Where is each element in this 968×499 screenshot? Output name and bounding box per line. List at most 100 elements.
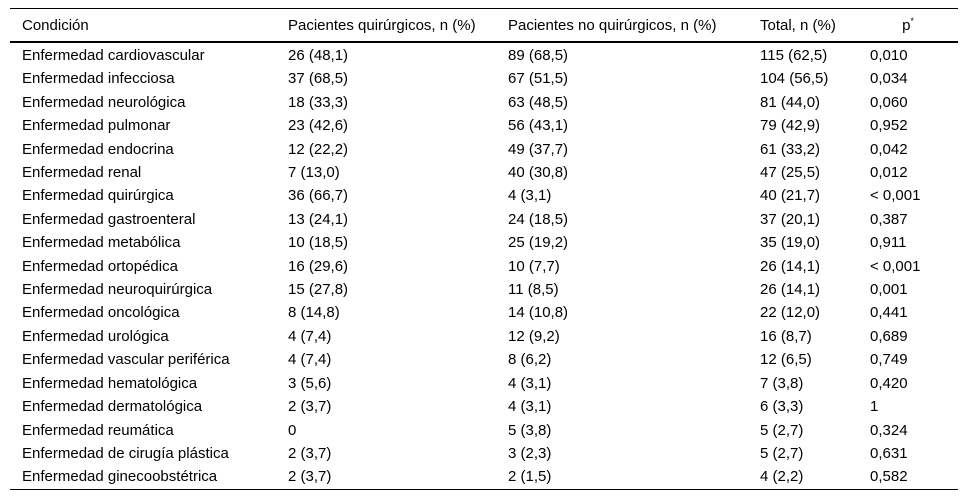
cell-nonsurgical-n: 12 (9,2) [508, 327, 560, 345]
table-row: Enfermedad neurológica 18 (33,3) 63 (48,5)… [10, 91, 958, 114]
cell-surgical-n: 15 (27,8) [288, 281, 349, 299]
cell-surgical-n: 26 (48,1) [288, 47, 349, 64]
cell-total-n: 26 (14,1) [760, 257, 821, 275]
cell-p-value: 0,387 [870, 210, 908, 228]
cell-total-n: 4 (2,2) [760, 468, 804, 486]
cell-p-value: 0,441 [870, 304, 908, 322]
cell-nonsurgical-n: 3 (2,3) [508, 444, 552, 462]
cell-p-value: 0,420 [870, 374, 908, 392]
cell-p-value: 0,042 [870, 140, 908, 158]
table-body: Enfermedad cardiovascular 26 (48,1) 89 (68… [10, 42, 958, 489]
cell-surgical-n: 10 (18,5) [288, 234, 349, 252]
cell-total-n: 26 (14,1) [760, 281, 821, 299]
cell-nonsurgical-n: 67 (51,5) [508, 70, 569, 88]
cell-p-value: 0,582 [870, 468, 908, 486]
cell-p-value: 0,689 [870, 327, 908, 345]
cell-nonsurgical-n: 89 (68,5) [508, 47, 569, 64]
cell-condition: Enfermedad infecciosa [22, 70, 175, 88]
cell-p-value: 0,749 [870, 351, 908, 369]
cell-surgical-n: 8 (14,8) [288, 304, 340, 322]
cell-surgical-n: 0 [288, 421, 297, 439]
cell-total-n: 5 (2,7) [760, 421, 804, 439]
cell-surgical-n: 2 (3,7) [288, 444, 332, 462]
table-row: Enfermedad endocrina 12 (22,2) 49 (37,7) 61… [10, 138, 958, 161]
cell-p-value: < 0,001 [870, 187, 921, 205]
cell-total-n: 35 (19,0) [760, 234, 821, 252]
table-row: Enfermedad reumática 0 5 (3,8) 5 (2,7) 0,324 [10, 419, 958, 442]
cell-nonsurgical-n: 2 (1,5) [508, 468, 552, 486]
column-header-condition: Condición [22, 17, 89, 34]
column-header-surgical-patients: Pacientes quirúrgicos, n (%) [288, 17, 476, 34]
table-row: Enfermedad ortopédica 16 (29,6) 10 (7,7) 26… [10, 255, 958, 278]
cell-p-value: 0,631 [870, 444, 908, 462]
cell-total-n: 5 (2,7) [760, 444, 804, 462]
table-row: Enfermedad quirúrgica 36 (66,7) 4 (3,1) 40 … [10, 184, 958, 207]
cell-nonsurgical-n: 4 (3,1) [508, 398, 552, 416]
cell-total-n: 61 (33,2) [760, 140, 821, 158]
cell-surgical-n: 37 (68,5) [288, 70, 349, 88]
cell-condition: Enfermedad hematológica [22, 374, 198, 392]
table-row: Enfermedad renal 7 (13,0) 40 (30,8) 47 (25,… [10, 161, 958, 184]
table-row: Enfermedad cardiovascular 26 (48,1) 89 (68… [10, 42, 958, 67]
cell-p-value: 0,012 [870, 164, 908, 182]
cell-total-n: 115 (62,5) [760, 47, 828, 64]
table-row: Enfermedad vascular periférica 4 (7,4) 8 (… [10, 348, 958, 371]
cell-total-n: 104 (56,5) [760, 70, 829, 88]
cell-nonsurgical-n: 49 (37,7) [508, 140, 569, 158]
cell-nonsurgical-n: 4 (3,1) [508, 374, 552, 392]
cell-p-value: 1 [870, 398, 879, 416]
cell-nonsurgical-n: 14 (10,8) [508, 304, 569, 322]
cell-surgical-n: 16 (29,6) [288, 257, 349, 275]
cell-condition: Enfermedad metabólica [22, 234, 181, 252]
cell-surgical-n: 36 (66,7) [288, 187, 349, 205]
cell-total-n: 37 (20,1) [760, 210, 821, 228]
cell-condition: Enfermedad dermatológica [22, 398, 203, 416]
table-row: Enfermedad dermatológica 2 (3,7) 4 (3,1) 6 … [10, 395, 958, 418]
cell-condition: Enfermedad neurológica [22, 93, 186, 111]
cell-total-n: 6 (3,3) [760, 398, 804, 416]
cell-surgical-n: 7 (13,0) [288, 164, 340, 182]
table-header-row: Condición Pacientes quirúrgicos, n (%) P… [10, 9, 958, 42]
cell-nonsurgical-n: 56 (43,1) [508, 117, 569, 135]
p-label: p [902, 17, 911, 34]
cell-condition: Enfermedad pulmonar [22, 117, 171, 135]
cell-condition: Enfermedad quirúrgica [22, 187, 174, 205]
cell-surgical-n: 4 (7,4) [288, 327, 332, 345]
cell-nonsurgical-n: 40 (30,8) [508, 164, 569, 182]
cell-total-n: 40 (21,7) [760, 187, 821, 205]
cell-p-value: 0,001 [870, 281, 908, 299]
cell-total-n: 16 (8,7) [760, 327, 812, 345]
cell-p-value: 0,010 [870, 47, 908, 64]
cell-nonsurgical-n: 8 (6,2) [508, 351, 552, 369]
cell-p-value: 0,060 [870, 93, 908, 111]
column-header-total: Total, n (%) [760, 17, 836, 34]
cell-total-n: 22 (12,0) [760, 304, 821, 322]
cell-nonsurgical-n: 4 (3,1) [508, 187, 552, 205]
cell-condition: Enfermedad gastroenteral [22, 210, 196, 228]
cell-condition: Enfermedad reumática [22, 421, 174, 439]
cell-condition: Enfermedad urológica [22, 327, 169, 345]
column-header-nonsurgical-patients: Pacientes no quirúrgicos, n (%) [508, 17, 717, 34]
cell-surgical-n: 2 (3,7) [288, 468, 332, 486]
cell-surgical-n: 23 (42,6) [288, 117, 349, 135]
cell-total-n: 12 (6,5) [760, 351, 812, 369]
table-row: Enfermedad metabólica 10 (18,5) 25 (19,2) 3… [10, 231, 958, 254]
cell-nonsurgical-n: 5 (3,8) [508, 421, 552, 439]
table-row: Enfermedad gastroenteral 13 (24,1) 24 (18,… [10, 208, 958, 231]
cell-surgical-n: 2 (3,7) [288, 398, 332, 416]
cell-condition: Enfermedad ortopédica [22, 257, 178, 275]
cell-nonsurgical-n: 25 (19,2) [508, 234, 569, 252]
cell-condition: Enfermedad vascular periférica [22, 351, 230, 369]
cell-total-n: 47 (25,5) [760, 164, 821, 182]
cell-p-value: < 0,001 [870, 257, 921, 275]
cell-condition: Enfermedad de cirugía plástica [22, 444, 229, 462]
cell-nonsurgical-n: 11 (8,5) [508, 281, 559, 299]
cell-surgical-n: 3 (5,6) [288, 374, 332, 392]
table-row: Enfermedad oncológica 8 (14,8) 14 (10,8) 22… [10, 301, 958, 324]
cell-condition: Enfermedad oncológica [22, 304, 180, 322]
table-row: Enfermedad hematológica 3 (5,6) 4 (3,1) 7 (… [10, 372, 958, 395]
comorbidity-table: Condición Pacientes quirúrgicos, n (%) P… [10, 8, 958, 490]
cell-condition: Enfermedad neuroquirúrgica [22, 281, 213, 299]
table-row: Enfermedad ginecoobstétrica 2 (3,7) 2 (1,5… [10, 465, 958, 489]
cell-nonsurgical-n: 10 (7,7) [508, 257, 560, 275]
